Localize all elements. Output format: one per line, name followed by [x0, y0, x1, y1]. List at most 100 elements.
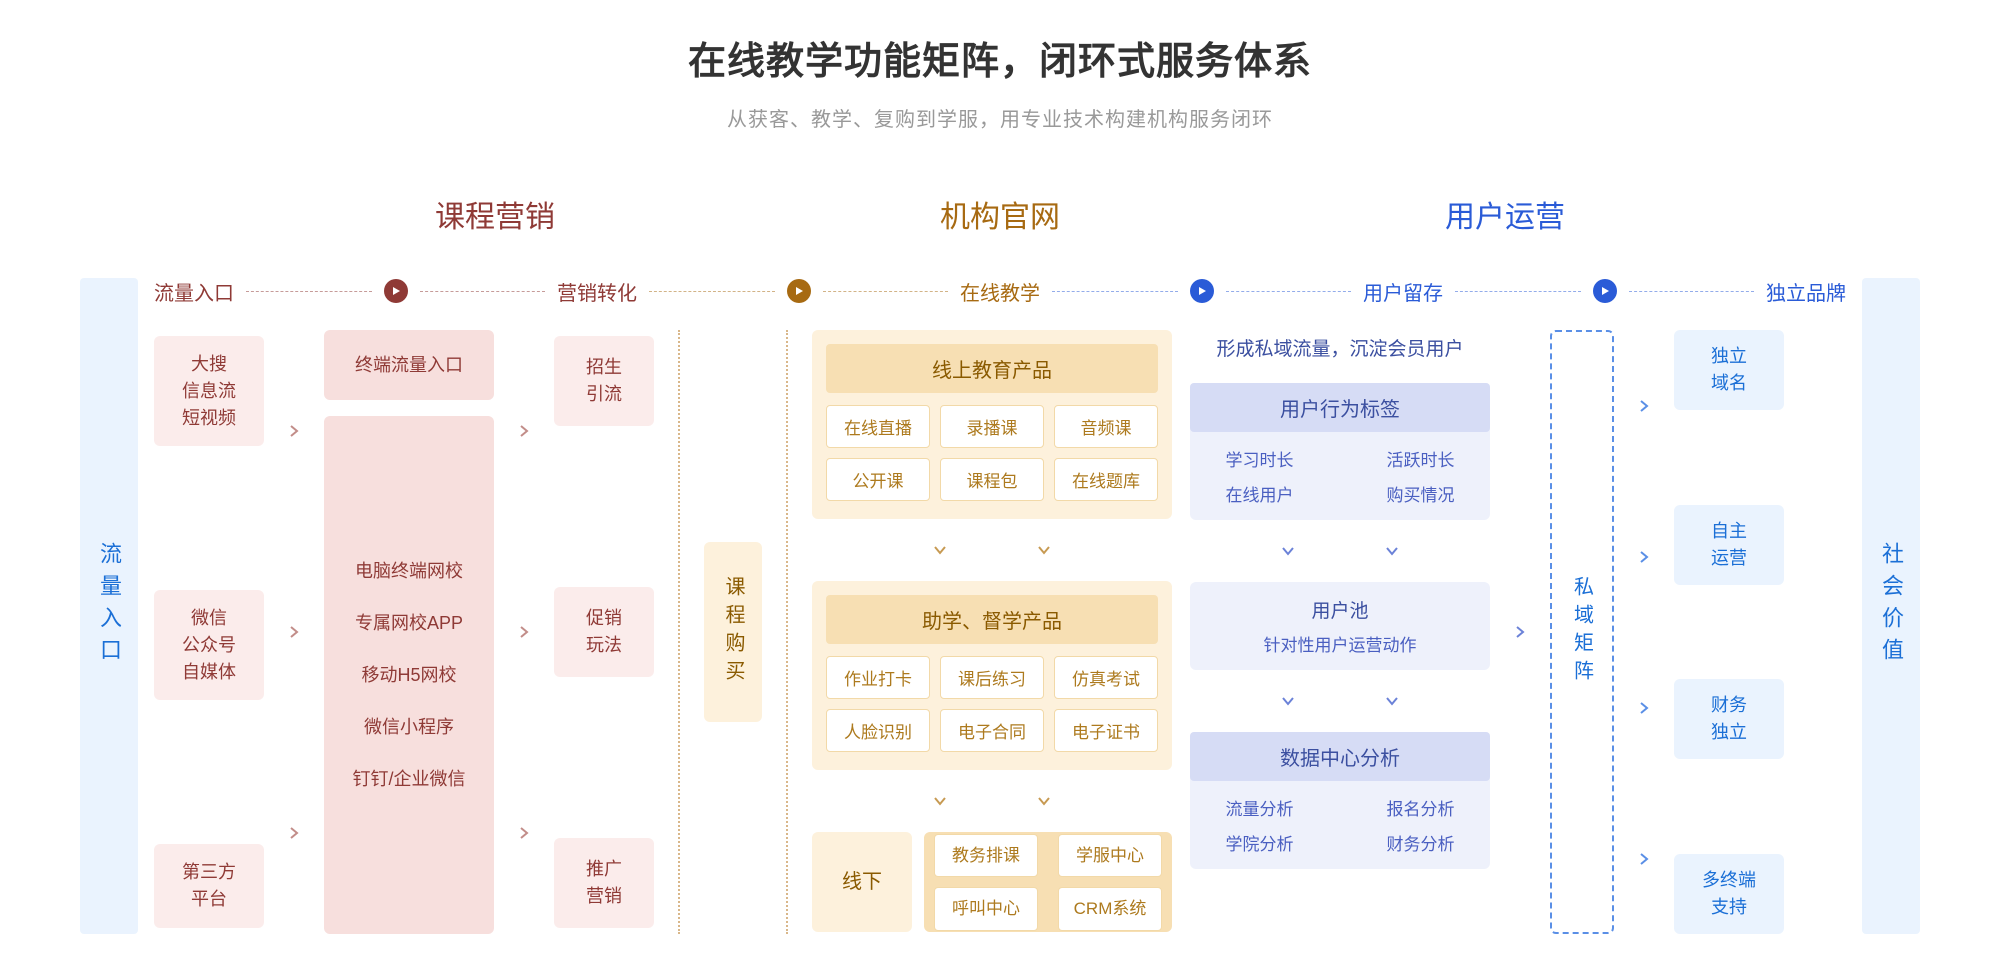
- edu-item: 课程包: [940, 458, 1044, 501]
- chevron-down-icon: [1281, 694, 1295, 708]
- down-chevrons: [812, 794, 1172, 808]
- stage-label: 独立品牌: [1766, 277, 1846, 306]
- edu-item: 课后练习: [940, 656, 1044, 699]
- terminal-top: 终端流量入口: [324, 330, 494, 400]
- user-ops-note: 形成私域流量，沉淀会员用户: [1190, 330, 1490, 367]
- chevron-down-icon: [1037, 543, 1051, 557]
- chevron-down-icon: [1037, 794, 1051, 808]
- down-chevrons: [812, 543, 1172, 557]
- chevron-right-icon: [1637, 399, 1651, 413]
- chevron-right-icon: [287, 826, 301, 840]
- chevron-down-icon: [1385, 694, 1399, 708]
- tag-item: 学习时长: [1204, 446, 1315, 471]
- data-center-panel: 数据中心分析 流量分析 报名分析 学院分析 财务分析: [1190, 732, 1490, 869]
- pool-sub: 针对性用户运营动作: [1204, 631, 1476, 656]
- side-left: 流量入口: [80, 278, 138, 934]
- stage-label: 用户留存: [1363, 277, 1443, 306]
- marketing-item: 推广 营销: [554, 838, 654, 928]
- tag-item: 活跃时长: [1365, 446, 1476, 471]
- side-left-label: 流量入口: [93, 542, 125, 670]
- offline-item: 学服中心: [1058, 834, 1162, 878]
- chevron-right-icon: [1637, 701, 1651, 715]
- edu-item: 音频课: [1054, 405, 1158, 448]
- main-title: 在线教学功能矩阵，闭环式服务体系: [0, 30, 2000, 85]
- divider: [786, 330, 788, 934]
- play-icon: [384, 279, 408, 303]
- edu-item: 仿真考试: [1054, 656, 1158, 699]
- chevron-right-icon: [517, 625, 531, 639]
- offline-label: 线下: [812, 832, 912, 932]
- edu-item: 在线直播: [826, 405, 930, 448]
- center-item: 财务分析: [1365, 830, 1476, 855]
- center-item: 学院分析: [1204, 830, 1315, 855]
- stage-label: 在线教学: [960, 277, 1040, 306]
- panel-head: 线上教育产品: [826, 344, 1158, 393]
- edu-item: 电子合同: [940, 709, 1044, 752]
- edu-item: 人脸识别: [826, 709, 930, 752]
- chevron-down-icon: [933, 543, 947, 557]
- edu-item: 作业打卡: [826, 656, 930, 699]
- marketing-item: 促销 玩法: [554, 587, 654, 677]
- pillar-row: 课程营销 机构官网 用户运营: [435, 192, 1565, 236]
- stage-label: 营销转化: [557, 277, 637, 306]
- terminal-list: 电脑终端网校 专属网校APP 移动H5网校 微信小程序 钉钉/企业微信: [324, 416, 494, 934]
- brand-item: 自主 运营: [1674, 505, 1784, 585]
- marketing-item: 招生 引流: [554, 336, 654, 426]
- edu-item: 录播课: [940, 405, 1044, 448]
- offline-panel: 教务排课 学服中心 呼叫中心 CRM系统: [924, 832, 1172, 932]
- traffic-source: 第三方 平台: [154, 844, 264, 928]
- content-row: 大搜 信息流 短视频 微信 公众号 自媒体 第三方 平台 终端流量入口 电脑终端…: [154, 330, 1846, 934]
- chevron-right-icon: [287, 424, 301, 438]
- chevron-down-icon: [933, 794, 947, 808]
- private-matrix: 私域矩阵: [1568, 576, 1597, 688]
- brand-item: 独立 域名: [1674, 330, 1784, 410]
- pillar-marketing: 课程营销: [435, 192, 555, 236]
- chevron-right-icon: [287, 625, 301, 639]
- brand-item: 财务 独立: [1674, 679, 1784, 759]
- traffic-source: 大搜 信息流 短视频: [154, 336, 264, 446]
- terminal-item: 移动H5网校: [361, 662, 456, 689]
- play-icon: [787, 279, 811, 303]
- diagram-area: 流量入口 社会价值 流量入口 营销转化 在线教学 用户留存 独立品牌: [80, 250, 1920, 934]
- brand-item: 多终端 支持: [1674, 854, 1784, 934]
- offline-item: 呼叫中心: [934, 887, 1038, 931]
- edu-item: 公开课: [826, 458, 930, 501]
- chevron-right-icon: [517, 826, 531, 840]
- panel-head: 助学、督学产品: [826, 595, 1158, 644]
- sub-title: 从获客、教学、复购到学服，用专业技术构建机构服务闭环: [0, 103, 2000, 132]
- chevron-right-icon: [1513, 625, 1527, 639]
- tag-item: 购买情况: [1365, 481, 1476, 506]
- chevron-right-icon: [1637, 550, 1651, 564]
- side-right-label: 社会价值: [1875, 542, 1907, 670]
- center-item: 流量分析: [1204, 795, 1315, 820]
- purchase-bridge: 课程购买: [704, 542, 762, 722]
- user-pool-panel: 用户池 针对性用户运营动作: [1190, 582, 1490, 670]
- terminal-item: 电脑终端网校: [355, 558, 463, 585]
- chevron-right-icon: [1637, 852, 1651, 866]
- online-edu-panel: 线上教育产品 在线直播 录播课 音频课 公开课 课程包 在线题库: [812, 330, 1172, 519]
- offline-item: 教务排课: [934, 834, 1038, 878]
- terminal-item: 钉钉/企业微信: [352, 766, 465, 793]
- terminal-item: 专属网校APP: [355, 610, 463, 637]
- user-tag-panel: 用户行为标签 学习时长 活跃时长 在线用户 购买情况: [1190, 383, 1490, 520]
- traffic-source: 微信 公众号 自媒体: [154, 590, 264, 700]
- panel-head: 用户行为标签: [1190, 383, 1490, 432]
- play-icon: [1593, 279, 1617, 303]
- pillar-userops: 用户运营: [1445, 192, 1565, 236]
- pillar-website: 机构官网: [940, 192, 1060, 236]
- side-right: 社会价值: [1862, 278, 1920, 934]
- chevron-right-icon: [517, 424, 531, 438]
- divider: [678, 330, 680, 934]
- edu-item: 电子证书: [1054, 709, 1158, 752]
- tag-item: 在线用户: [1204, 481, 1315, 506]
- terminal-item: 微信小程序: [364, 714, 454, 741]
- stage-row: 流量入口 营销转化 在线教学 用户留存 独立品牌: [154, 276, 1846, 306]
- panel-head: 数据中心分析: [1190, 732, 1490, 781]
- tutor-panel: 助学、督学产品 作业打卡 课后练习 仿真考试 人脸识别 电子合同 电子证书: [812, 581, 1172, 770]
- center-item: 报名分析: [1365, 795, 1476, 820]
- play-icon: [1190, 279, 1214, 303]
- chevron-down-icon: [1281, 544, 1295, 558]
- stage-label: 流量入口: [154, 277, 234, 306]
- edu-item: 在线题库: [1054, 458, 1158, 501]
- pool-title: 用户池: [1204, 596, 1476, 623]
